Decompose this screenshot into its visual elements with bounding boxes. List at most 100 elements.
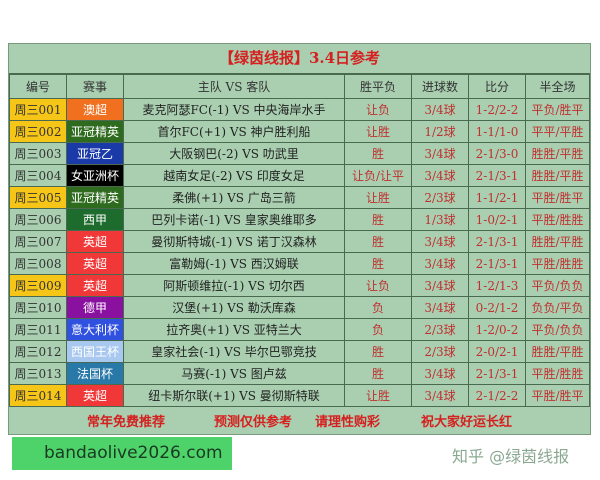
- htft-cell: 胜胜/平胜: [525, 142, 590, 165]
- goals-cell: 3/4球: [411, 362, 469, 385]
- match-cell: 大阪钢巴(-2) VS 叻武里: [123, 142, 345, 165]
- id-cell: 周三008: [9, 252, 67, 275]
- wdl-cell: 让负/让平: [344, 164, 412, 187]
- header-wdl: 胜平负: [344, 74, 412, 99]
- id-cell: 周三005: [9, 186, 67, 209]
- htft-cell: 负负/平负: [525, 296, 590, 319]
- score-cell: 2-0/2-1: [468, 340, 526, 363]
- header-goals: 进球数: [411, 74, 469, 99]
- wdl-cell: 让胜: [344, 186, 412, 209]
- htft-cell: 平胜/胜平: [525, 186, 590, 209]
- id-cell: 周三001: [9, 98, 67, 121]
- wdl-cell: 负: [344, 318, 412, 341]
- id-cell: 周三009: [9, 274, 67, 297]
- prediction-table: 编号 赛事 主队 VS 客队 胜平负 进球数 比分 半全场 周三001 澳超 麦克阿…: [9, 74, 590, 407]
- table-row: 周三011 意大利杯 拉齐奥(+1) VS 亚特兰大负 2/3球 1-2/0-2 平负/负…: [9, 318, 590, 341]
- table-row: 周三013 法国杯 马赛(-1) VS 图卢兹胜 3/4球 2-1/3-1 平胜/胜胜: [9, 362, 590, 385]
- id-cell: 周三012: [9, 340, 67, 363]
- header-score: 比分: [468, 74, 526, 99]
- wdl-cell: 胜: [344, 340, 412, 363]
- score-cell: 2-1/2-2: [468, 384, 526, 407]
- match-cell: 马赛(-1) VS 图卢兹: [123, 362, 345, 385]
- id-cell: 周三003: [9, 142, 67, 165]
- id-cell: 周三002: [9, 120, 67, 143]
- htft-cell: 平负/负负: [525, 274, 590, 297]
- id-cell: 周三013: [9, 362, 67, 385]
- site-banner[interactable]: bandaolive2026.com: [12, 437, 232, 470]
- goals-cell: 3/4球: [411, 142, 469, 165]
- goals-cell: 3/4球: [411, 252, 469, 275]
- footer-slogan: 祝大家好运长红: [421, 414, 513, 430]
- watermark: 知乎 @绿茵线报: [452, 447, 570, 466]
- goals-cell: 2/3球: [411, 186, 469, 209]
- footer-slogans: 常年免费推荐 预测仅供参考 请理性购彩 祝大家好运长红: [9, 407, 590, 433]
- league-cell: 法国杯: [66, 362, 124, 385]
- match-cell: 富勒姆(-1) VS 西汉姆联: [123, 252, 345, 275]
- header-match: 主队 VS 客队: [123, 74, 345, 99]
- table-row: 周三001 澳超 麦克阿瑟FC(-1) VS 中央海岸水手 让负 3/4球 1-2/2-2…: [9, 98, 590, 121]
- league-cell: 西国王杯: [66, 340, 124, 363]
- htft-cell: 平平/平胜: [525, 120, 590, 143]
- table-row: 周三003 亚冠乙 大阪钢巴(-2) VS 叻武里胜 3/4球 2-1/3-0 胜胜/平胜: [9, 142, 590, 165]
- table-row: 周三006 西甲 巴列卡诺(-1) VS 皇家奥维耶多胜 1/3球 1-0/2-1 平胜/…: [9, 208, 590, 231]
- htft-cell: 胜胜/平胜: [525, 230, 590, 253]
- score-cell: 2-1/3-1: [468, 164, 526, 187]
- htft-cell: 平胜/胜胜: [525, 252, 590, 275]
- header-id: 编号: [9, 74, 67, 99]
- table-row: 周三005 亚冠精英 柔佛(+1) VS 广岛三箭 让胜 2/3球 1-1/2-1 平胜/胜…: [9, 186, 590, 209]
- wdl-cell: 让负: [344, 274, 412, 297]
- match-cell: 首尔FC(+1) VS 神户胜利船: [123, 120, 345, 143]
- goals-cell: 3/4球: [411, 384, 469, 407]
- header-htft: 半全场: [525, 74, 590, 99]
- table-row: 周三010 德甲 汉堡(+1) VS 勒沃库森负 3/4球 0-2/1-2 负负/平负: [9, 296, 590, 319]
- league-cell: 澳超: [66, 98, 124, 121]
- wdl-cell: 胜: [344, 208, 412, 231]
- score-cell: 2-1/3-1: [468, 252, 526, 275]
- footer-slogan: 请理性购彩: [315, 414, 381, 430]
- table-row: 周三009 英超 阿斯顿维拉(-1) VS 切尔西 让负 3/4球 1-2/1-3 平负/负…: [9, 274, 590, 297]
- footer-slogan: 常年免费推荐: [87, 414, 166, 430]
- score-cell: 2-1/3-1: [468, 362, 526, 385]
- goals-cell: 3/4球: [411, 274, 469, 297]
- match-cell: 麦克阿瑟FC(-1) VS 中央海岸水手: [123, 98, 345, 121]
- league-cell: 德甲: [66, 296, 124, 319]
- table-row: 周三007 英超 曼彻斯特城(-1) VS 诺丁汉森林胜 3/4球 2-1/3-1 胜胜/…: [9, 230, 590, 253]
- id-cell: 周三011: [9, 318, 67, 341]
- score-cell: 1-1/1-0: [468, 120, 526, 143]
- goals-cell: 3/4球: [411, 296, 469, 319]
- score-cell: 2-1/3-0: [468, 142, 526, 165]
- league-cell: 女亚洲杯: [66, 164, 124, 187]
- score-cell: 2-1/3-1: [468, 230, 526, 253]
- table-row: 周三008 英超 富勒姆(-1) VS 西汉姆联胜 3/4球 2-1/3-1 平胜/胜胜: [9, 252, 590, 275]
- id-cell: 周三010: [9, 296, 67, 319]
- wdl-cell: 胜: [344, 252, 412, 275]
- league-cell: 亚冠精英: [66, 120, 124, 143]
- score-cell: 1-2/1-3: [468, 274, 526, 297]
- prediction-board: 【绿茵线报】3.4日参考 编号 赛事 主队 VS 客队 胜平负 进球数 比分 半…: [8, 43, 591, 435]
- match-cell: 纽卡斯尔联(+1) VS 曼彻斯特联: [123, 384, 345, 407]
- league-cell: 西甲: [66, 208, 124, 231]
- match-cell: 皇家社会(-1) VS 毕尔巴鄂竞技: [123, 340, 345, 363]
- board-title: 【绿茵线报】3.4日参考: [9, 44, 590, 74]
- match-cell: 拉齐奥(+1) VS 亚特兰大: [123, 318, 345, 341]
- score-cell: 1-0/2-1: [468, 208, 526, 231]
- league-cell: 英超: [66, 274, 124, 297]
- league-cell: 亚冠乙: [66, 142, 124, 165]
- wdl-cell: 胜: [344, 230, 412, 253]
- goals-cell: 2/3球: [411, 340, 469, 363]
- league-cell: 意大利杯: [66, 318, 124, 341]
- league-cell: 英超: [66, 252, 124, 275]
- header-league: 赛事: [66, 74, 124, 99]
- match-cell: 曼彻斯特城(-1) VS 诺丁汉森林: [123, 230, 345, 253]
- goals-cell: 3/4球: [411, 230, 469, 253]
- table-row: 周三014 英超 纽卡斯尔联(+1) VS 曼彻斯特联 让胜 3/4球 2-1/2-2 平胜…: [9, 384, 590, 407]
- table-row: 周三004 女亚洲杯 越南女足(-2) VS 印度女足 让负/让平 3/4球 2-1/3-…: [9, 164, 590, 187]
- score-cell: 1-2/0-2: [468, 318, 526, 341]
- htft-cell: 胜胜/平胜: [525, 164, 590, 187]
- id-cell: 周三014: [9, 384, 67, 407]
- score-cell: 1-2/2-2: [468, 98, 526, 121]
- id-cell: 周三007: [9, 230, 67, 253]
- match-cell: 阿斯顿维拉(-1) VS 切尔西: [123, 274, 345, 297]
- wdl-cell: 胜: [344, 142, 412, 165]
- htft-cell: 平胜/胜胜: [525, 362, 590, 385]
